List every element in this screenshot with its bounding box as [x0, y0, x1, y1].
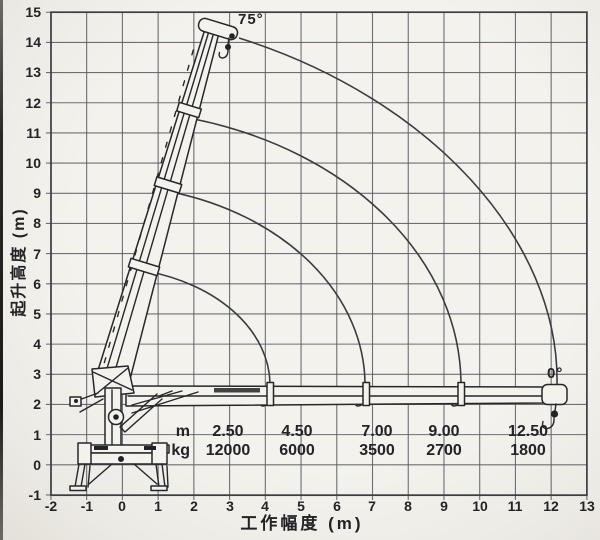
boom-end-cap: [541, 383, 568, 406]
y-tick: 11: [26, 125, 41, 141]
x-tick: 10: [472, 498, 488, 514]
y-tick: 15: [25, 4, 41, 20]
boom-raised: [93, 17, 239, 392]
radius-value: 9.00: [428, 423, 460, 440]
crane-pedestal: [69, 365, 199, 453]
crane-drawing: [69, 17, 568, 492]
x-axis-title: 工作幅度 (m): [240, 514, 364, 533]
y-tick: 12: [25, 95, 41, 111]
radius-unit-label: m: [175, 423, 190, 440]
y-tick: -1: [28, 487, 41, 503]
boom-head: [197, 17, 239, 41]
capacity-value: 2700: [426, 442, 462, 459]
x-tick: 1: [154, 498, 162, 514]
capacity-value: 1800: [510, 442, 546, 459]
y-tick: 1: [33, 427, 41, 443]
x-tick: 9: [440, 498, 448, 514]
x-tick: -2: [44, 498, 58, 514]
x-tick: 3: [226, 498, 234, 514]
y-tick: 5: [33, 306, 41, 322]
hook-at-0deg: [541, 403, 559, 430]
x-tick: 4: [261, 498, 269, 514]
crane-base: [69, 442, 170, 492]
x-tick: 2: [190, 498, 198, 514]
max-angle-label: 75°: [238, 11, 264, 28]
x-tick: 7: [368, 498, 376, 514]
x-tick: 6: [333, 498, 341, 514]
y-tick: 14: [25, 34, 41, 50]
boom-horizontal: [125, 381, 568, 407]
radius-value: 12.50: [507, 423, 549, 440]
y-tick: 6: [33, 276, 41, 292]
y-tick: 9: [33, 185, 41, 201]
capacity-value: 3500: [359, 442, 395, 459]
capacity-value: 6000: [279, 442, 315, 459]
x-tick: 8: [404, 498, 412, 514]
y-tick: 13: [25, 64, 41, 80]
plot-border: [50, 11, 588, 497]
min-angle-label: 0°: [547, 365, 564, 382]
x-tick: 0: [118, 498, 126, 514]
x-tick: 5: [297, 498, 305, 514]
radius-value: 2.50: [212, 423, 244, 440]
radius-value: 7.00: [361, 423, 393, 440]
x-tick: 12: [543, 498, 559, 514]
scan-edge-artifact: [0, 0, 3, 540]
y-tick: 8: [33, 215, 41, 231]
outrigger-left: [74, 463, 91, 488]
y-tick: 10: [25, 155, 41, 171]
x-tick: -1: [80, 498, 94, 514]
y-tick: 7: [33, 246, 41, 262]
radius-value: 4.50: [281, 423, 313, 440]
x-tick: 13: [579, 498, 595, 514]
capacity-value: 12000: [205, 442, 251, 459]
y-axis-title: 起升高度 (m): [11, 207, 28, 317]
y-tick: 4: [33, 336, 41, 352]
boom-tip-arcs: [146, 37, 558, 407]
hook-at-75deg: [218, 37, 231, 59]
y-tick: 2: [33, 396, 41, 412]
y-tick: 3: [33, 366, 41, 382]
x-tick: 11: [507, 498, 523, 514]
capacity-unit-label: kg: [171, 442, 190, 459]
outrigger-right: [155, 463, 169, 488]
y-tick: 0: [33, 457, 41, 473]
